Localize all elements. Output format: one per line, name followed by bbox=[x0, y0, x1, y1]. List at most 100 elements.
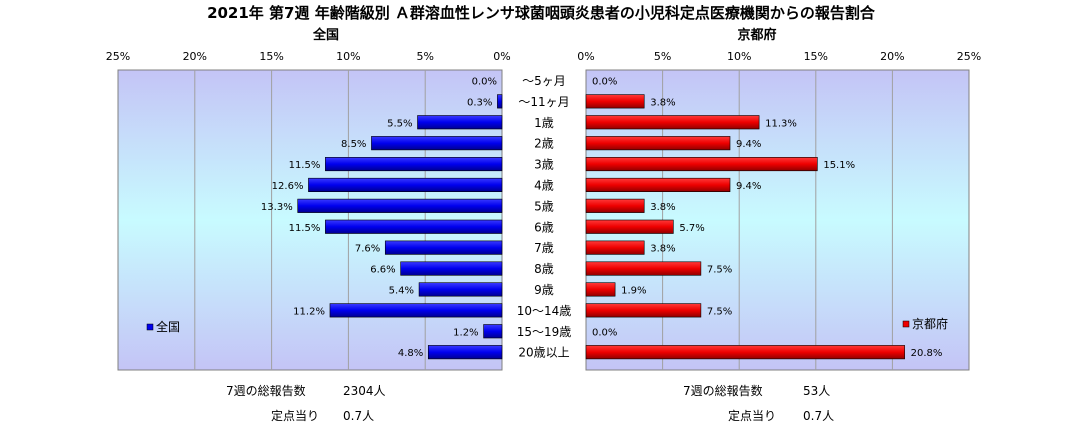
right-data-label: 20.8% bbox=[911, 348, 943, 359]
left-data-label: 5.4% bbox=[389, 285, 414, 296]
right-legend: 京都府 bbox=[902, 316, 948, 331]
right-footer-per-label: 定点当り bbox=[728, 408, 776, 423]
right-bar bbox=[585, 115, 760, 130]
category-label: ～11ヶ月 bbox=[518, 95, 569, 109]
left-bar bbox=[497, 94, 503, 109]
left-data-label: 11.5% bbox=[289, 160, 321, 171]
left-data-label: 6.6% bbox=[370, 265, 395, 276]
left-panel-subtitle: 全国 bbox=[312, 27, 339, 43]
left-footer-total-value: 2304人 bbox=[343, 384, 386, 398]
right-bar bbox=[585, 177, 731, 192]
right-data-label: 0.0% bbox=[592, 76, 617, 87]
category-label: 10～14歳 bbox=[517, 304, 572, 318]
right-tick-label: 0% bbox=[577, 50, 594, 63]
left-data-label: 0.0% bbox=[472, 76, 497, 87]
category-label: ～5ヶ月 bbox=[522, 74, 566, 88]
right-footer-per-value: 0.7人 bbox=[803, 409, 834, 423]
right-legend-label: 京都府 bbox=[912, 316, 948, 331]
right-data-label: 1.9% bbox=[621, 285, 646, 296]
left-legend: 全国 bbox=[146, 319, 180, 334]
right-bar bbox=[585, 198, 645, 213]
left-data-label: 7.6% bbox=[355, 244, 380, 255]
right-tick-label: 20% bbox=[880, 50, 904, 63]
left-footer-per-label: 定点当り bbox=[271, 408, 319, 423]
left-bar bbox=[297, 198, 503, 213]
axis-tick-labels: 0% 0% 5% 5% 10% 10% 15% 15% 20% 20% 25% 25% bbox=[106, 50, 981, 63]
right-tick-label: 15% bbox=[804, 50, 828, 63]
left-bar bbox=[384, 240, 503, 255]
right-data-label: 3.8% bbox=[650, 202, 675, 213]
left-legend-label: 全国 bbox=[156, 319, 180, 334]
left-tick-label: 10% bbox=[336, 50, 360, 63]
category-label: 20歳以上 bbox=[518, 346, 569, 360]
left-bar bbox=[308, 177, 503, 192]
left-tick-label: 20% bbox=[183, 50, 207, 63]
category-label: 1歳 bbox=[534, 116, 554, 130]
category-label: 4歳 bbox=[534, 178, 554, 192]
category-label: 6歳 bbox=[534, 220, 554, 234]
right-bar bbox=[585, 282, 616, 297]
left-tick-label: 25% bbox=[106, 50, 130, 63]
left-data-label: 8.5% bbox=[341, 139, 366, 150]
right-data-label: 9.4% bbox=[736, 139, 761, 150]
left-bar bbox=[325, 157, 503, 172]
left-data-label: 1.2% bbox=[453, 327, 478, 338]
right-bar bbox=[585, 136, 731, 151]
left-bar bbox=[417, 115, 503, 130]
left-data-label: 12.6% bbox=[272, 181, 304, 192]
category-labels: ～5ヶ月 ～11ヶ月 1歳 2歳 3歳 4歳 5歳 6歳 7歳 8歳 9歳 10～14歳 15～19歳 2… bbox=[517, 74, 572, 360]
right-bar bbox=[585, 157, 818, 172]
right-tick-label: 5% bbox=[654, 50, 671, 63]
left-bar bbox=[483, 324, 503, 339]
left-tick-label: 0% bbox=[493, 50, 510, 63]
data-labels: 0.0% 0.0% 0.3% 3.8% 5.5% 11.3% 8.5% 9.4% 11.5% 15… bbox=[261, 76, 943, 359]
right-data-label: 3.8% bbox=[650, 244, 675, 255]
left-bar bbox=[325, 219, 503, 234]
left-data-label: 13.3% bbox=[261, 202, 293, 213]
right-tick-label: 10% bbox=[727, 50, 751, 63]
right-data-label: 7.5% bbox=[707, 306, 732, 317]
category-label: 7歳 bbox=[534, 241, 554, 255]
category-label: 8歳 bbox=[534, 262, 554, 276]
right-bar bbox=[585, 345, 905, 360]
right-legend-swatch bbox=[902, 320, 910, 328]
right-bar bbox=[585, 261, 702, 276]
left-data-label: 0.3% bbox=[467, 97, 492, 108]
left-bar bbox=[371, 136, 503, 151]
right-footer-total-label: 7週の総報告数 bbox=[683, 383, 763, 398]
left-bar bbox=[418, 282, 503, 297]
left-bar bbox=[400, 261, 503, 276]
right-data-label: 5.7% bbox=[679, 223, 704, 234]
category-label: 5歳 bbox=[534, 199, 554, 213]
category-label: 9歳 bbox=[534, 283, 554, 297]
right-bar bbox=[585, 94, 645, 109]
right-data-label: 11.3% bbox=[765, 118, 797, 129]
chart-title: 2021年 第7週 年齢階級別 Ａ群溶血性レンサ球菌咽頭炎患者の小児科定点医療機… bbox=[207, 4, 876, 22]
right-bar bbox=[585, 240, 645, 255]
category-label: 2歳 bbox=[534, 137, 554, 151]
left-footer-total-label: 7週の総報告数 bbox=[226, 383, 306, 398]
right-data-label: 7.5% bbox=[707, 265, 732, 276]
right-footer-total-value: 53人 bbox=[803, 384, 830, 398]
left-tick-label: 15% bbox=[259, 50, 283, 63]
right-data-label: 9.4% bbox=[736, 181, 761, 192]
bars bbox=[297, 94, 905, 360]
left-data-label: 11.5% bbox=[289, 223, 321, 234]
right-bar bbox=[585, 219, 674, 234]
left-footer-per-value: 0.7人 bbox=[343, 409, 374, 423]
left-data-label: 5.5% bbox=[387, 118, 412, 129]
left-bar bbox=[427, 345, 503, 360]
right-data-label: 0.0% bbox=[592, 327, 617, 338]
right-bar bbox=[585, 303, 702, 318]
left-tick-label: 5% bbox=[416, 50, 433, 63]
right-tick-label: 25% bbox=[957, 50, 981, 63]
right-data-label: 3.8% bbox=[650, 97, 675, 108]
right-panel-subtitle: 京都府 bbox=[737, 27, 776, 43]
category-label: 15～19歳 bbox=[517, 325, 572, 339]
left-bar bbox=[329, 303, 503, 318]
right-data-label: 15.1% bbox=[823, 160, 855, 171]
left-data-label: 11.2% bbox=[293, 306, 325, 317]
left-legend-swatch bbox=[146, 323, 154, 331]
category-label: 3歳 bbox=[534, 158, 554, 172]
